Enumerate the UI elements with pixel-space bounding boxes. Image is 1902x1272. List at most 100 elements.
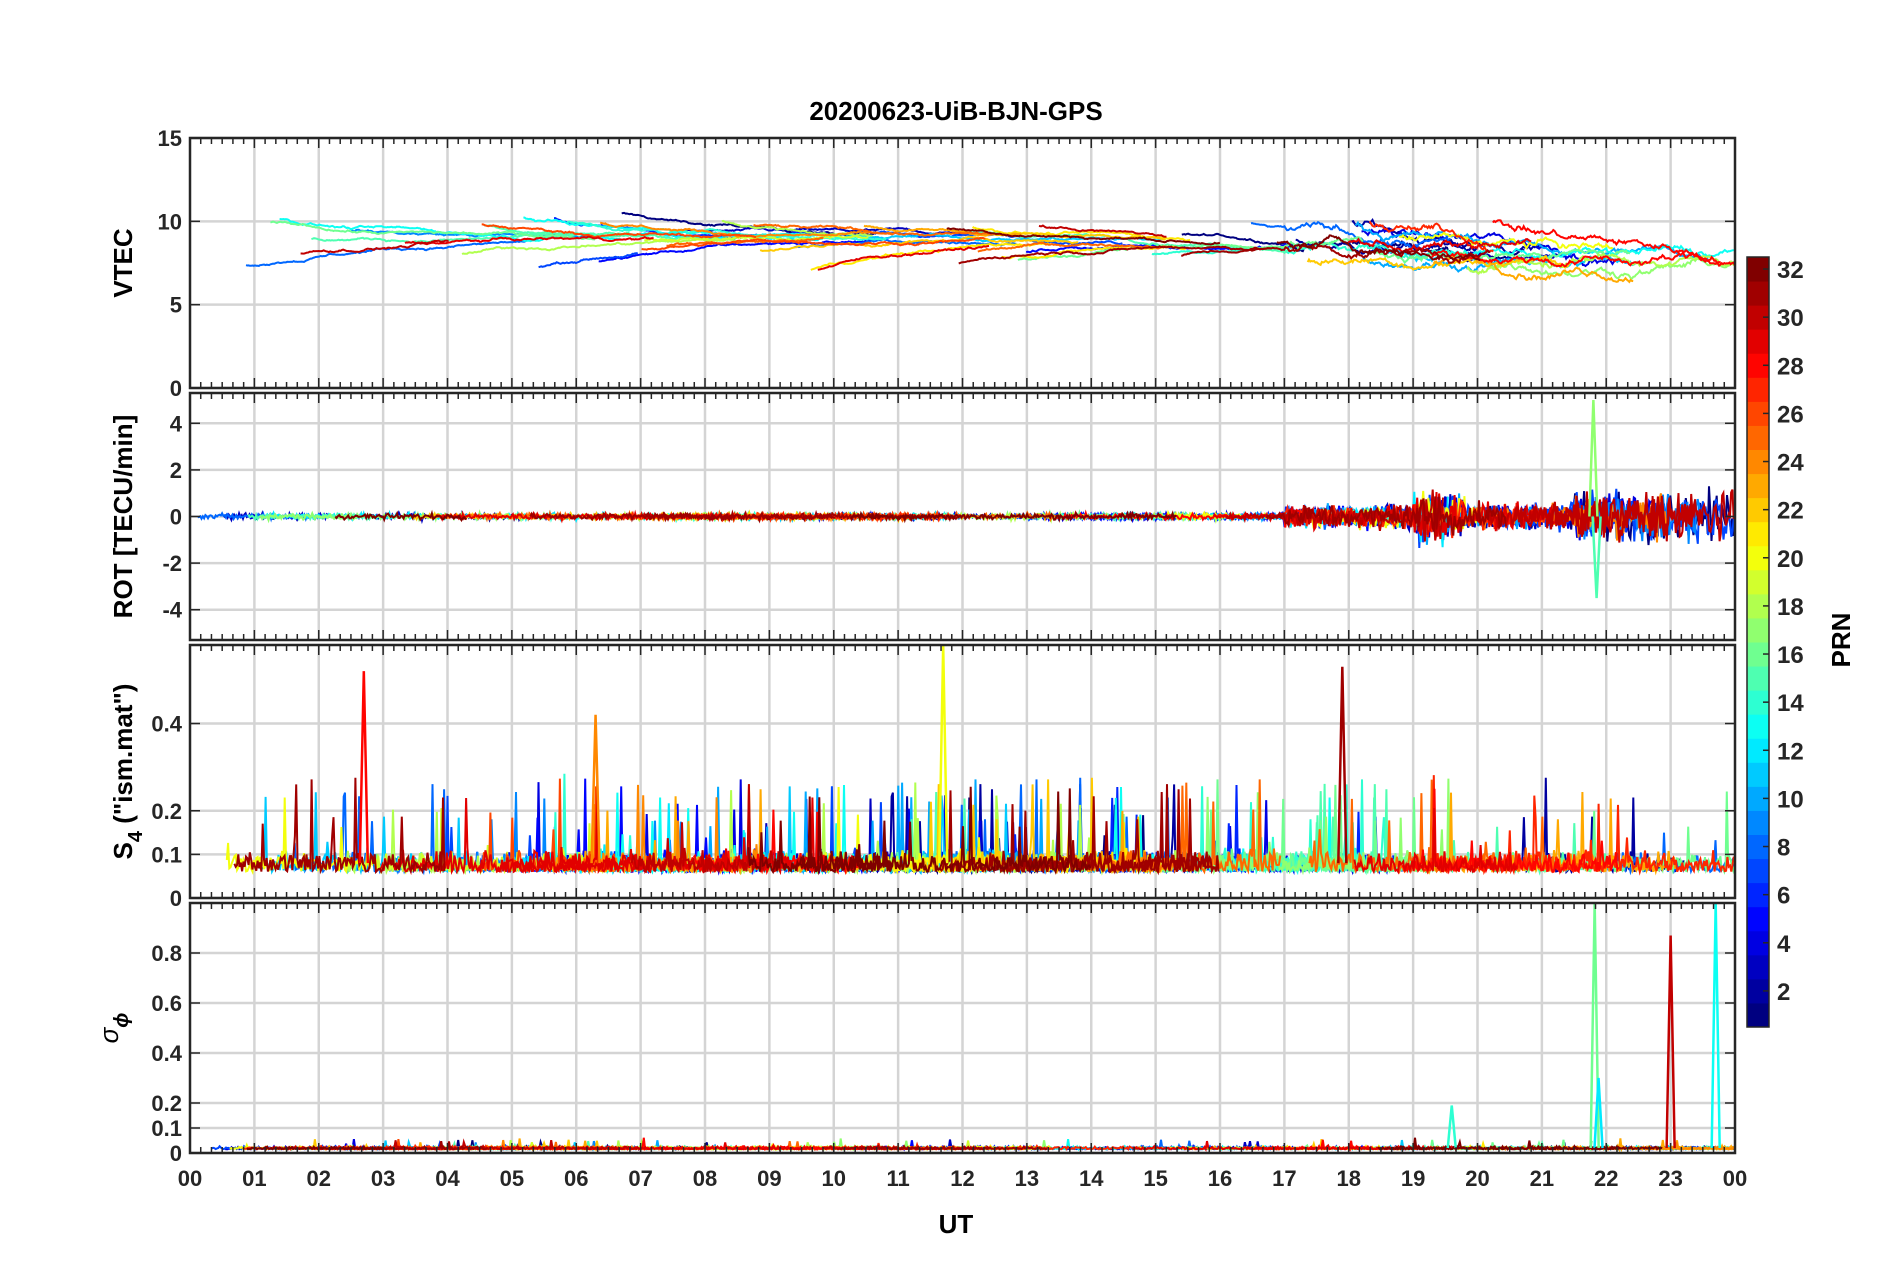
colorbar-segment-prn-29 — [1747, 329, 1769, 354]
series-line-prn-19 — [644, 234, 869, 242]
colorbar-tick-label: 4 — [1777, 931, 1791, 958]
series-line-prn-16 — [1374, 247, 1631, 265]
series-line-prn-32 — [1276, 234, 1481, 262]
colorbar-segment-prn-10 — [1747, 786, 1769, 811]
colorbar-segment-prn-16 — [1747, 642, 1769, 667]
series-line-prn-14 — [566, 220, 887, 241]
series-line-prn-26 — [641, 236, 986, 251]
colorbar-segment-prn-24 — [1747, 449, 1769, 475]
series-line-prn-29 — [1347, 237, 1532, 253]
series-line-prn-22 — [759, 235, 1079, 253]
colorbar-segment-prn-18 — [1747, 593, 1769, 619]
series-line-prn-8 — [1250, 220, 1451, 249]
spike-sigma_phi-prn-13 — [1710, 903, 1721, 1149]
series-line-prn-10 — [1355, 220, 1709, 264]
colorbar-frame — [1746, 256, 1770, 1028]
x-tick-label: 17 — [1272, 1166, 1296, 1191]
colorbar-segment-prn-30 — [1747, 305, 1769, 330]
y-tick-label: -4 — [162, 598, 182, 623]
x-tick-label: 08 — [693, 1166, 717, 1191]
series-line-prn-30 — [1512, 491, 1697, 543]
panel-s4: 00.10.20.4S4 ("ism.mat") — [108, 643, 1737, 911]
series-line-prn-29 — [380, 797, 656, 876]
x-tick-label: 15 — [1143, 1166, 1167, 1191]
x-tick-label: 11 — [886, 1166, 909, 1191]
series-line-prn-21 — [810, 242, 1050, 271]
colorbar-segment-prn-9 — [1747, 810, 1769, 835]
y-tick-label: -2 — [162, 551, 182, 576]
y-axis-label-sub: 4 — [125, 830, 147, 842]
x-tick-label: 00 — [1723, 1166, 1747, 1191]
series-line-prn-30 — [630, 784, 780, 874]
series-line-prn-32 — [747, 797, 894, 875]
series-line-prn-17 — [1482, 257, 1734, 280]
colorbar-segment-prn-20 — [1747, 545, 1769, 571]
x-axis-label: UT — [939, 1209, 974, 1239]
y-tick-label: 0 — [170, 505, 182, 530]
series-line-prn-32 — [334, 509, 467, 523]
x-tick-label: 04 — [435, 1166, 460, 1191]
colorbar-segment-prn-21 — [1747, 521, 1769, 547]
x-tick-label: 07 — [628, 1166, 652, 1191]
colorbar-tick-label: 32 — [1777, 257, 1804, 284]
spike-sigma_phi-prn-14 — [1446, 1105, 1457, 1149]
series-line-prn-29 — [1353, 808, 1518, 875]
x-tick-label: 00 — [178, 1166, 202, 1191]
spike-sigma_phi-prn-12 — [1593, 1077, 1604, 1149]
y-axis-label-s4: S4 ("ism.mat") — [108, 684, 147, 860]
colorbar-label: PRN — [1826, 613, 1856, 668]
y-tick-label: 15 — [158, 126, 182, 151]
y-tick-label: 5 — [170, 293, 182, 318]
x-tick-label: 19 — [1401, 1166, 1425, 1191]
series-line-prn-26 — [481, 223, 756, 239]
panel-sigma_phi: 00.10.2 0.4 0.6 0.8 σϕ — [94, 901, 1737, 1166]
colorbar-segment-prn-26 — [1747, 401, 1769, 426]
colorbar-segment-prn-19 — [1747, 569, 1769, 595]
colorbar-tick-label: 26 — [1777, 401, 1804, 428]
colorbar-segment-prn-23 — [1747, 473, 1769, 499]
panel-rot: -4 -2 0 2 4 ROT [TECU/min] — [108, 391, 1737, 642]
colorbar-segment-prn-27 — [1747, 377, 1769, 402]
colorbar-segment-prn-17 — [1747, 617, 1769, 643]
series-line-prn-30 — [1038, 224, 1167, 238]
panel-rot-series — [197, 399, 1735, 599]
spike-s4-prn-24 — [590, 714, 601, 864]
x-tick-label: 10 — [822, 1166, 846, 1191]
y-tick-label: 0.1 — [151, 842, 182, 867]
series-line-prn-31 — [368, 1140, 488, 1151]
spike-s4-prn-20 — [937, 645, 949, 864]
y-tick-label: 0.2 — [151, 1091, 182, 1116]
x-tick-label: 01 — [242, 1166, 266, 1191]
panel-vtec: 0 5 10 15 VTEC — [108, 126, 1737, 401]
x-tick-label: 14 — [1079, 1166, 1104, 1191]
colorbar-segment-prn-8 — [1747, 834, 1769, 860]
series-line-prn-14 — [1151, 241, 1459, 259]
colorbar-tick-label: 22 — [1777, 498, 1804, 525]
spike-sigma_phi-prn-30 — [1665, 935, 1676, 1149]
y-tick-label: 4 — [170, 411, 183, 436]
colorbar-segment-prn-32 — [1747, 257, 1769, 282]
x-tick-label: 21 — [1530, 1166, 1554, 1191]
x-tick-label: 03 — [371, 1166, 395, 1191]
colorbar-segment-prn-5 — [1747, 906, 1769, 932]
panel-s4-series — [225, 645, 1735, 876]
series-line-prn-31 — [958, 245, 1272, 265]
colorbar-segment-prn-31 — [1747, 281, 1769, 306]
y-tick-label: 0.6 — [151, 991, 182, 1016]
x-tick-label: 22 — [1594, 1166, 1618, 1191]
y-axis-label-sub: ϕ — [111, 1013, 133, 1028]
spike-s4-prn-28 — [358, 671, 370, 864]
colorbar-segment-prn-22 — [1747, 497, 1769, 523]
colorbar-tick-label: 2 — [1777, 979, 1790, 1006]
series-line-prn-29 — [404, 235, 654, 246]
series-line-prn-31 — [1181, 244, 1491, 264]
x-axis: 00 01 02 03 04 05 06 07 08 09 10 11 12 13 14 15 16 17 18 19… — [178, 1166, 1747, 1191]
series-line-prn-29 — [817, 244, 990, 271]
colorbar-tick-label: 6 — [1777, 883, 1790, 910]
y-axis-label-rot: ROT [TECU/min] — [108, 415, 138, 619]
y-tick-label: 10 — [158, 209, 182, 234]
x-tick-label: 02 — [307, 1166, 331, 1191]
series-line-prn-31 — [529, 509, 836, 524]
colorbar-segment-prn-2 — [1747, 978, 1769, 1004]
